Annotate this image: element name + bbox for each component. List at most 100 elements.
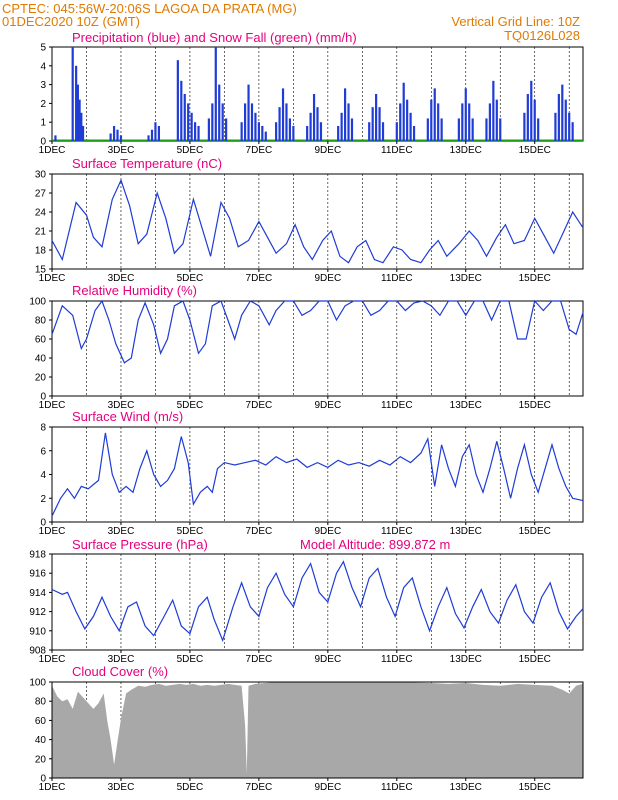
x-tick-label: 1DEC bbox=[39, 273, 66, 284]
y-tick-label: 100 bbox=[29, 297, 46, 308]
x-tick-label: 1DEC bbox=[39, 654, 66, 665]
precip-bar bbox=[176, 60, 179, 141]
precip-bar bbox=[193, 122, 197, 141]
precip-bar bbox=[76, 84, 79, 141]
precip-bar bbox=[211, 103, 214, 141]
precip-bar bbox=[183, 94, 186, 141]
y-tick-label: 1 bbox=[40, 118, 46, 129]
pressure-panel: 908 910 912 914 916 918 1DEC 3DEC 5DEC 7DEC 9DEC 11… bbox=[29, 537, 584, 665]
x-tick-label: 5DEC bbox=[177, 654, 204, 665]
x-tick-label: 3DEC bbox=[108, 273, 135, 284]
panel-title: Relative Humidity (%) bbox=[72, 283, 197, 298]
x-tick-label: 7DEC bbox=[246, 273, 273, 284]
y-tick-label: 0 bbox=[40, 774, 46, 785]
x-tick-label: 15DEC bbox=[519, 654, 551, 665]
precip-bar bbox=[371, 107, 374, 141]
x-tick-label: 9DEC bbox=[315, 400, 342, 411]
y-tick-label: 0 bbox=[40, 518, 46, 529]
y-tick-label: 80 bbox=[35, 697, 47, 708]
precip-bar bbox=[150, 129, 154, 141]
x-tick-label: 1DEC bbox=[39, 145, 66, 156]
precip-bar bbox=[254, 112, 257, 141]
temperature-line bbox=[51, 178, 584, 264]
precip-bar bbox=[109, 133, 112, 141]
precip-bar bbox=[75, 65, 78, 141]
y-tick-label: 24 bbox=[35, 208, 47, 219]
precip-bar bbox=[564, 99, 567, 141]
x-tick-label: 5DEC bbox=[177, 145, 204, 156]
precip-bar bbox=[492, 80, 495, 141]
plot-frame bbox=[51, 300, 584, 397]
precip-bar bbox=[530, 80, 533, 141]
precip-bar bbox=[561, 84, 564, 141]
precip-bar bbox=[381, 122, 385, 141]
precip-bar bbox=[157, 125, 160, 141]
precip-bar bbox=[340, 112, 343, 141]
precip-bar bbox=[464, 88, 467, 141]
precip-bar bbox=[54, 135, 57, 141]
precip-bar bbox=[278, 107, 281, 141]
y-tick-label: 20 bbox=[35, 373, 47, 384]
x-tick-label: 9DEC bbox=[315, 526, 342, 537]
x-tick-label: 15DEC bbox=[519, 273, 551, 284]
precip-bar bbox=[350, 118, 354, 141]
precip-bar bbox=[119, 135, 123, 141]
precip-bar bbox=[557, 94, 560, 141]
cloud-panel: 0 20 40 60 80 100 1DEC 3DEC 5DEC 7DEC 9DEC 11DEC 13D… bbox=[29, 664, 584, 793]
x-tick-label: 5DEC bbox=[177, 400, 204, 411]
cloud-area bbox=[52, 682, 583, 778]
precip-bar bbox=[257, 122, 260, 141]
y-tick-label: 6 bbox=[40, 446, 46, 457]
precip-bar bbox=[214, 47, 217, 141]
y-tick-label: 912 bbox=[29, 607, 46, 618]
precip-bar bbox=[292, 125, 295, 141]
x-tick-label: 5DEC bbox=[177, 273, 204, 284]
precip-bar bbox=[368, 122, 371, 141]
plot-frame bbox=[51, 426, 584, 523]
precip-bar bbox=[488, 103, 492, 141]
precipitation-panel: 0 1 2 3 4 5 1DEC 3DEC 5DEC 7DEC 9DEC 11DEC 13DEC 15DE… bbox=[39, 30, 584, 156]
precip-bar bbox=[78, 99, 81, 141]
plot-frame bbox=[51, 681, 584, 779]
y-tick-label: 30 bbox=[35, 170, 47, 181]
y-tick-label: 60 bbox=[35, 335, 47, 346]
header-grid-note: Vertical Grid Line: 10Z bbox=[451, 14, 580, 29]
precip-bar bbox=[306, 125, 309, 141]
precip-bar bbox=[457, 118, 460, 141]
x-tick-label: 1DEC bbox=[39, 782, 66, 793]
x-tick-label: 11DEC bbox=[381, 273, 413, 284]
precip-bar bbox=[433, 88, 436, 141]
y-tick-label: 40 bbox=[35, 735, 47, 746]
precip-bar bbox=[218, 84, 221, 141]
x-tick-label: 7DEC bbox=[246, 400, 273, 411]
y-tick-label: 908 bbox=[29, 646, 46, 657]
precip-bar bbox=[430, 99, 433, 141]
precip-bar bbox=[537, 118, 540, 141]
header-code: TQ0126L028 bbox=[504, 28, 580, 43]
precip-bar bbox=[154, 122, 157, 141]
precip-bar bbox=[116, 129, 119, 141]
precip-bar bbox=[554, 112, 557, 141]
y-tick-label: 0 bbox=[40, 392, 46, 403]
y-tick-label: 20 bbox=[35, 754, 47, 765]
y-tick-label: 3 bbox=[40, 80, 46, 91]
precip-bar bbox=[437, 103, 440, 141]
precip-bar bbox=[250, 103, 254, 141]
plot-frame bbox=[51, 553, 584, 651]
x-tick-label: 7DEC bbox=[246, 782, 273, 793]
x-tick-label: 7DEC bbox=[246, 526, 273, 537]
precip-bar bbox=[71, 47, 74, 141]
plot-frame bbox=[51, 173, 584, 270]
header-line2: 01DEC2020 10Z (GMT) bbox=[2, 14, 140, 29]
panel-title: Surface Wind (m/s) bbox=[72, 409, 183, 424]
panel-annotation: Model Altitude: 899.872 m bbox=[300, 537, 450, 552]
x-tick-label: 11DEC bbox=[381, 526, 413, 537]
humidity-line bbox=[51, 299, 584, 364]
x-tick-label: 13DEC bbox=[450, 654, 482, 665]
panel-title: Surface Pressure (hPa) bbox=[72, 537, 208, 552]
x-tick-label: 11DEC bbox=[381, 145, 413, 156]
x-tick-label: 13DEC bbox=[450, 782, 482, 793]
pressure-line bbox=[51, 560, 584, 643]
precip-bar bbox=[80, 112, 83, 141]
x-tick-label: 5DEC bbox=[177, 782, 204, 793]
